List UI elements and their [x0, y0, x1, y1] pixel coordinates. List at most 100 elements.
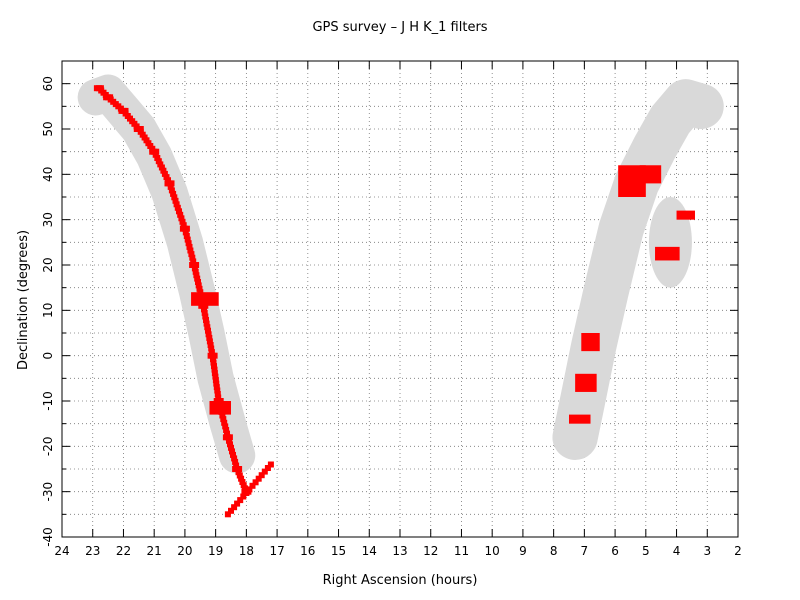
- survey-point: [240, 482, 247, 489]
- survey-field-block: [569, 414, 591, 424]
- x-tick-label: 8: [550, 544, 558, 558]
- x-tick-label: 14: [362, 544, 377, 558]
- x-tick-label: 4: [673, 544, 681, 558]
- survey-point: [243, 490, 250, 496]
- survey-fields: [93, 85, 695, 518]
- survey-point: [215, 394, 222, 401]
- survey-point: [174, 204, 181, 211]
- survey-point: [182, 229, 189, 236]
- survey-point: [214, 387, 221, 394]
- axes: 24 23 22 21 20 19 18 17 16 15 14 13 12 11 10 9 8 7 6 5 4 3 2 60…: [41, 60, 742, 558]
- x-tick-label: 5: [642, 544, 650, 558]
- survey-point: [214, 391, 221, 397]
- x-tick-label: 9: [519, 544, 527, 558]
- survey-point: [188, 251, 195, 258]
- survey-point: [228, 444, 234, 451]
- survey-point: [152, 151, 159, 158]
- survey-point: [172, 197, 179, 204]
- survey-point: [224, 511, 231, 518]
- y-tick-label: 30: [41, 212, 55, 227]
- y-tick-label: 60: [41, 76, 55, 91]
- survey-point: [205, 331, 212, 338]
- x-tick-label: 7: [581, 544, 589, 558]
- survey-point: [211, 370, 218, 377]
- survey-point: [211, 366, 218, 373]
- survey-field-block: [575, 373, 597, 392]
- survey-point: [196, 285, 203, 292]
- survey-point: [221, 419, 228, 426]
- survey-point: [193, 272, 200, 279]
- survey-point: [212, 373, 219, 380]
- survey-point: [227, 441, 233, 448]
- survey-point: [170, 190, 177, 197]
- survey-point: [118, 107, 129, 114]
- survey-point: [240, 493, 247, 500]
- survey-point: [213, 384, 220, 391]
- survey-point: [155, 158, 162, 165]
- x-tick-label: 21: [147, 544, 162, 558]
- band-segment: [552, 79, 724, 460]
- survey-point: [222, 423, 229, 430]
- x-tick-label: 22: [116, 544, 131, 558]
- x-tick-label: 23: [85, 544, 100, 558]
- survey-point: [203, 317, 209, 323]
- survey-point: [161, 170, 168, 177]
- survey-point: [242, 485, 248, 492]
- survey-point: [229, 448, 235, 455]
- x-tick-label: 12: [423, 544, 438, 558]
- survey-field-block: [639, 165, 662, 184]
- x-tick-label: 16: [300, 544, 315, 558]
- x-tick-label: 11: [454, 544, 469, 558]
- x-tick-label: 24: [54, 544, 69, 558]
- y-tick-label: 10: [41, 303, 55, 318]
- y-tick-label: 50: [41, 121, 55, 136]
- survey-point: [231, 455, 238, 462]
- survey-point: [264, 465, 271, 471]
- x-tick-label: 6: [611, 544, 619, 558]
- survey-field-block: [191, 292, 219, 306]
- survey-point: [236, 472, 243, 479]
- survey-point: [232, 458, 239, 465]
- y-tick-label: -20: [41, 436, 55, 456]
- survey-point: [226, 437, 232, 444]
- survey-point: [192, 268, 199, 275]
- survey-point: [255, 475, 262, 482]
- survey-field-block: [581, 333, 600, 352]
- survey-point: [206, 338, 213, 345]
- survey-point: [154, 155, 161, 161]
- survey-point: [183, 233, 190, 239]
- y-tick-label: 0: [41, 352, 55, 360]
- survey-point: [178, 215, 185, 222]
- survey-point: [195, 279, 201, 285]
- survey-point: [208, 349, 215, 356]
- survey-point: [234, 500, 241, 507]
- survey-point: [239, 479, 246, 485]
- survey-point: [252, 479, 259, 486]
- survey-point: [213, 380, 220, 387]
- x-tick-label: 3: [703, 544, 711, 558]
- survey-point: [211, 363, 217, 370]
- x-axis-label: Right Ascension (hours): [323, 573, 478, 588]
- y-tick-label: -10: [41, 391, 55, 411]
- survey-point: [228, 507, 234, 514]
- x-tick-label: 19: [208, 544, 223, 558]
- survey-point: [176, 208, 182, 215]
- x-tick-label: 2: [734, 544, 742, 558]
- x-tick-label: 20: [177, 544, 192, 558]
- survey-point: [157, 161, 164, 168]
- survey-point: [185, 240, 192, 247]
- survey-point: [207, 352, 218, 359]
- survey-point: [184, 236, 191, 243]
- survey-point: [163, 174, 170, 181]
- x-tick-label: 18: [239, 544, 254, 558]
- survey-point: [165, 177, 171, 184]
- survey-point: [237, 497, 244, 504]
- survey-point: [238, 475, 245, 482]
- survey-point: [167, 183, 174, 190]
- survey-point: [267, 461, 274, 468]
- x-tick-label: 13: [392, 544, 407, 558]
- survey-point: [222, 434, 233, 441]
- survey-point: [207, 342, 214, 348]
- survey-point: [258, 472, 265, 479]
- survey-point: [208, 345, 215, 352]
